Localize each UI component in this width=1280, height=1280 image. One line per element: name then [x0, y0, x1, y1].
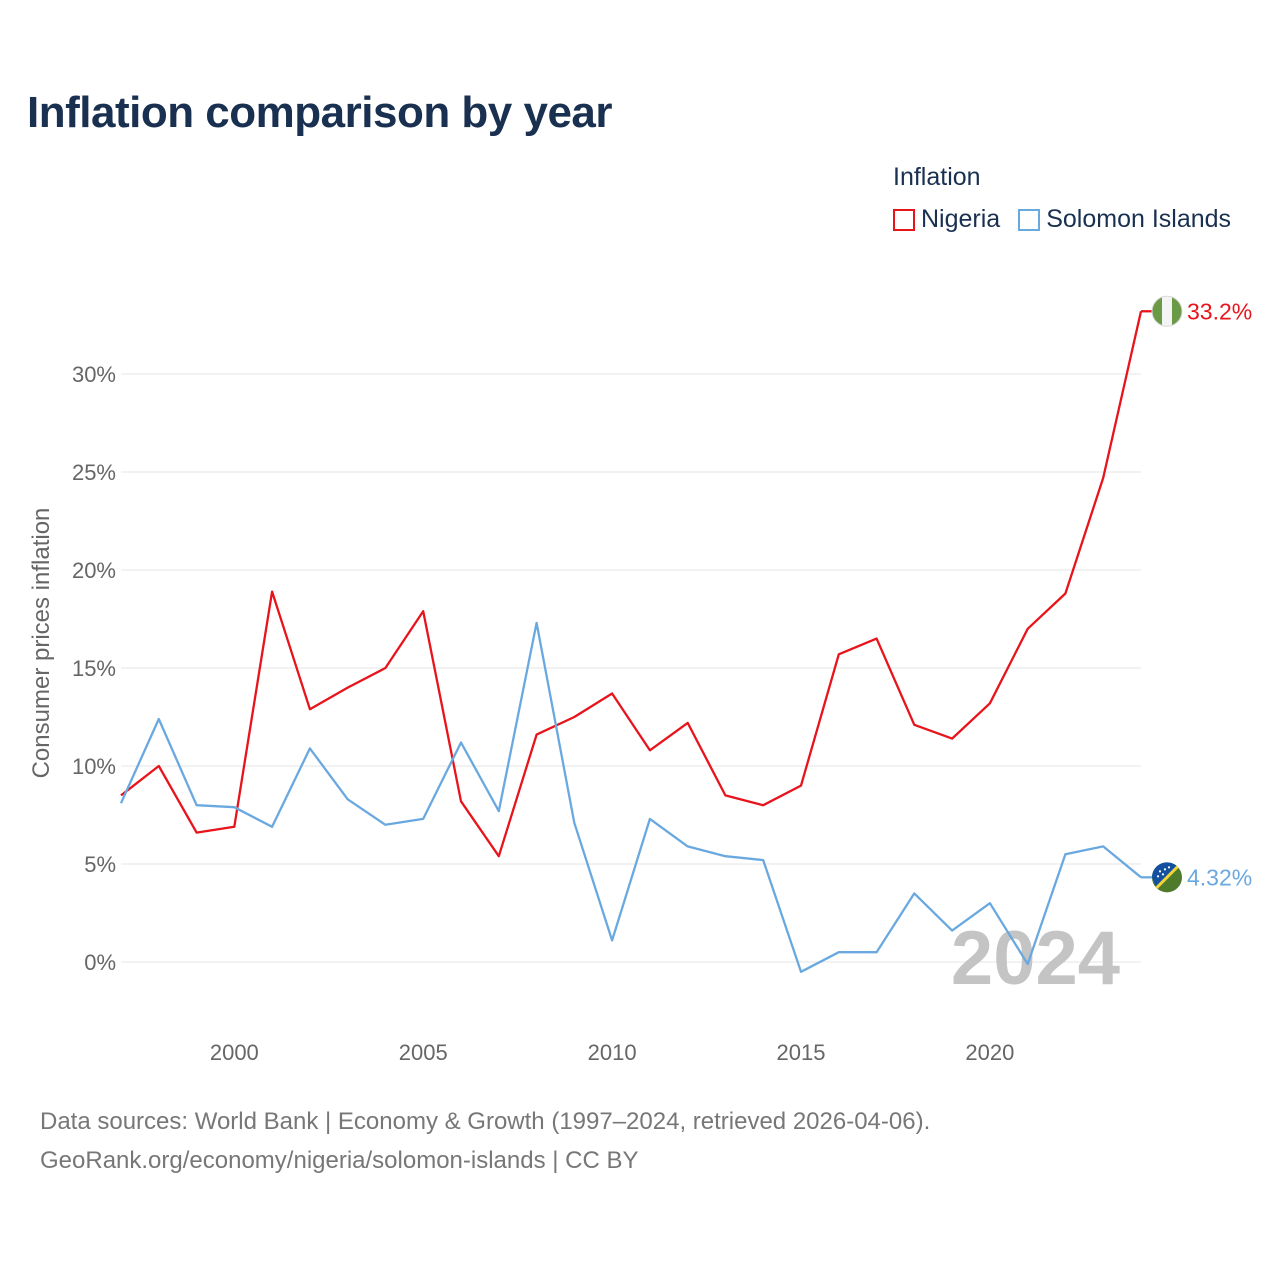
series-lines: [119, 311, 1143, 973]
data-point-solomon-islands[interactable]: [799, 970, 803, 974]
data-point-nigeria[interactable]: [497, 854, 501, 858]
data-point-solomon-islands[interactable]: [837, 950, 841, 954]
data-point-nigeria[interactable]: [119, 793, 123, 797]
legend-item-nigeria[interactable]: Nigeria: [893, 205, 1000, 234]
data-point-solomon-islands[interactable]: [421, 817, 425, 821]
footer-sources: Data sources: World Bank | Economy & Gro…: [40, 1108, 931, 1135]
chart-title: Inflation comparison by year: [27, 88, 613, 137]
data-point-nigeria[interactable]: [912, 723, 916, 727]
data-point-nigeria[interactable]: [1026, 627, 1030, 631]
data-point-solomon-islands[interactable]: [875, 950, 879, 954]
data-points: [119, 309, 1143, 974]
y-tick-labels: 0% 5% 10% 15% 20% 25% 30%: [72, 362, 116, 975]
data-point-solomon-islands[interactable]: [497, 809, 501, 813]
series-line-nigeria[interactable]: [120, 311, 1143, 858]
data-point-nigeria[interactable]: [723, 793, 727, 797]
x-tick-labels: 2000 2005 2010 2015 2020: [210, 1040, 1015, 1065]
data-point-nigeria[interactable]: [232, 825, 236, 829]
y-tick-label: 25%: [72, 460, 116, 485]
x-tick-label: 2000: [210, 1040, 259, 1065]
data-point-solomon-islands[interactable]: [232, 805, 236, 809]
data-point-nigeria[interactable]: [1101, 476, 1105, 480]
y-tick-label: 15%: [72, 656, 116, 681]
data-point-nigeria[interactable]: [686, 721, 690, 725]
legend-item-solomon-islands[interactable]: Solomon Islands: [1018, 205, 1231, 234]
y-tick-label: 30%: [72, 362, 116, 387]
data-point-nigeria[interactable]: [195, 831, 199, 835]
data-point-solomon-islands[interactable]: [686, 844, 690, 848]
data-point-solomon-islands[interactable]: [459, 740, 463, 744]
flag-icon-nigeria: [1151, 295, 1183, 327]
data-point-nigeria[interactable]: [383, 666, 387, 670]
data-point-solomon-islands[interactable]: [195, 803, 199, 807]
legend: Nigeria Solomon Islands: [893, 205, 1249, 234]
data-point-solomon-islands[interactable]: [308, 746, 312, 750]
y-tick-label: 10%: [72, 754, 116, 779]
data-point-solomon-islands[interactable]: [157, 717, 161, 721]
data-point-nigeria[interactable]: [799, 784, 803, 788]
data-point-nigeria[interactable]: [421, 609, 425, 613]
y-tick-label: 0%: [84, 950, 116, 975]
end-markers: 33.2% 4.32%: [1141, 295, 1252, 893]
data-point-nigeria[interactable]: [270, 590, 274, 594]
legend-swatch-solomon-islands: [1018, 208, 1041, 231]
data-point-nigeria[interactable]: [535, 733, 539, 737]
data-point-solomon-islands[interactable]: [119, 801, 123, 805]
data-point-solomon-islands[interactable]: [535, 621, 539, 625]
data-point-solomon-islands[interactable]: [572, 821, 576, 825]
data-point-solomon-islands[interactable]: [270, 825, 274, 829]
data-point-nigeria[interactable]: [572, 715, 576, 719]
data-point-nigeria[interactable]: [346, 686, 350, 690]
data-point-nigeria[interactable]: [648, 748, 652, 752]
legend-label-solomon-islands: Solomon Islands: [1046, 205, 1232, 233]
data-point-nigeria[interactable]: [950, 737, 954, 741]
footer-link[interactable]: GeoRank.org/economy/nigeria/solomon-isla…: [40, 1147, 639, 1174]
legend-swatch-nigeria: [893, 208, 915, 231]
data-point-nigeria[interactable]: [988, 701, 992, 705]
data-point-nigeria[interactable]: [1063, 592, 1067, 596]
data-point-nigeria[interactable]: [875, 637, 879, 641]
data-point-nigeria[interactable]: [308, 707, 312, 711]
data-point-solomon-islands[interactable]: [723, 854, 727, 858]
data-point-solomon-islands[interactable]: [761, 858, 765, 862]
data-point-nigeria[interactable]: [157, 764, 161, 768]
end-label-solomon-islands: 4.32%: [1187, 864, 1252, 890]
data-point-nigeria[interactable]: [459, 799, 463, 803]
data-point-solomon-islands[interactable]: [950, 929, 954, 933]
series-line-solomon-islands[interactable]: [119, 621, 1142, 973]
data-point-solomon-islands[interactable]: [1101, 844, 1105, 848]
data-point-solomon-islands[interactable]: [1063, 852, 1067, 856]
year-watermark: 2024: [951, 916, 1120, 1001]
data-point-solomon-islands[interactable]: [648, 817, 652, 821]
x-tick-label: 2020: [965, 1040, 1014, 1065]
data-point-solomon-islands[interactable]: [346, 797, 350, 801]
data-point-solomon-islands[interactable]: [383, 823, 387, 827]
flag-icon-solomon-islands: [1152, 862, 1182, 893]
x-tick-label: 2005: [399, 1040, 448, 1065]
data-point-nigeria[interactable]: [610, 691, 614, 695]
x-tick-label: 2010: [588, 1040, 637, 1065]
data-point-solomon-islands[interactable]: [610, 938, 614, 942]
data-point-solomon-islands[interactable]: [988, 901, 992, 905]
y-tick-label: 5%: [84, 852, 116, 877]
end-label-nigeria: 33.2%: [1187, 298, 1252, 324]
data-point-solomon-islands[interactable]: [912, 891, 916, 895]
x-tick-label: 2015: [777, 1040, 826, 1065]
grid-lines: [121, 373, 1141, 963]
data-point-nigeria[interactable]: [761, 803, 765, 807]
data-point-nigeria[interactable]: [837, 652, 841, 656]
legend-label-nigeria: Nigeria: [921, 205, 1001, 233]
data-point-solomon-islands[interactable]: [1026, 962, 1030, 966]
legend-title: Inflation: [893, 163, 981, 191]
y-tick-label: 20%: [72, 558, 116, 583]
